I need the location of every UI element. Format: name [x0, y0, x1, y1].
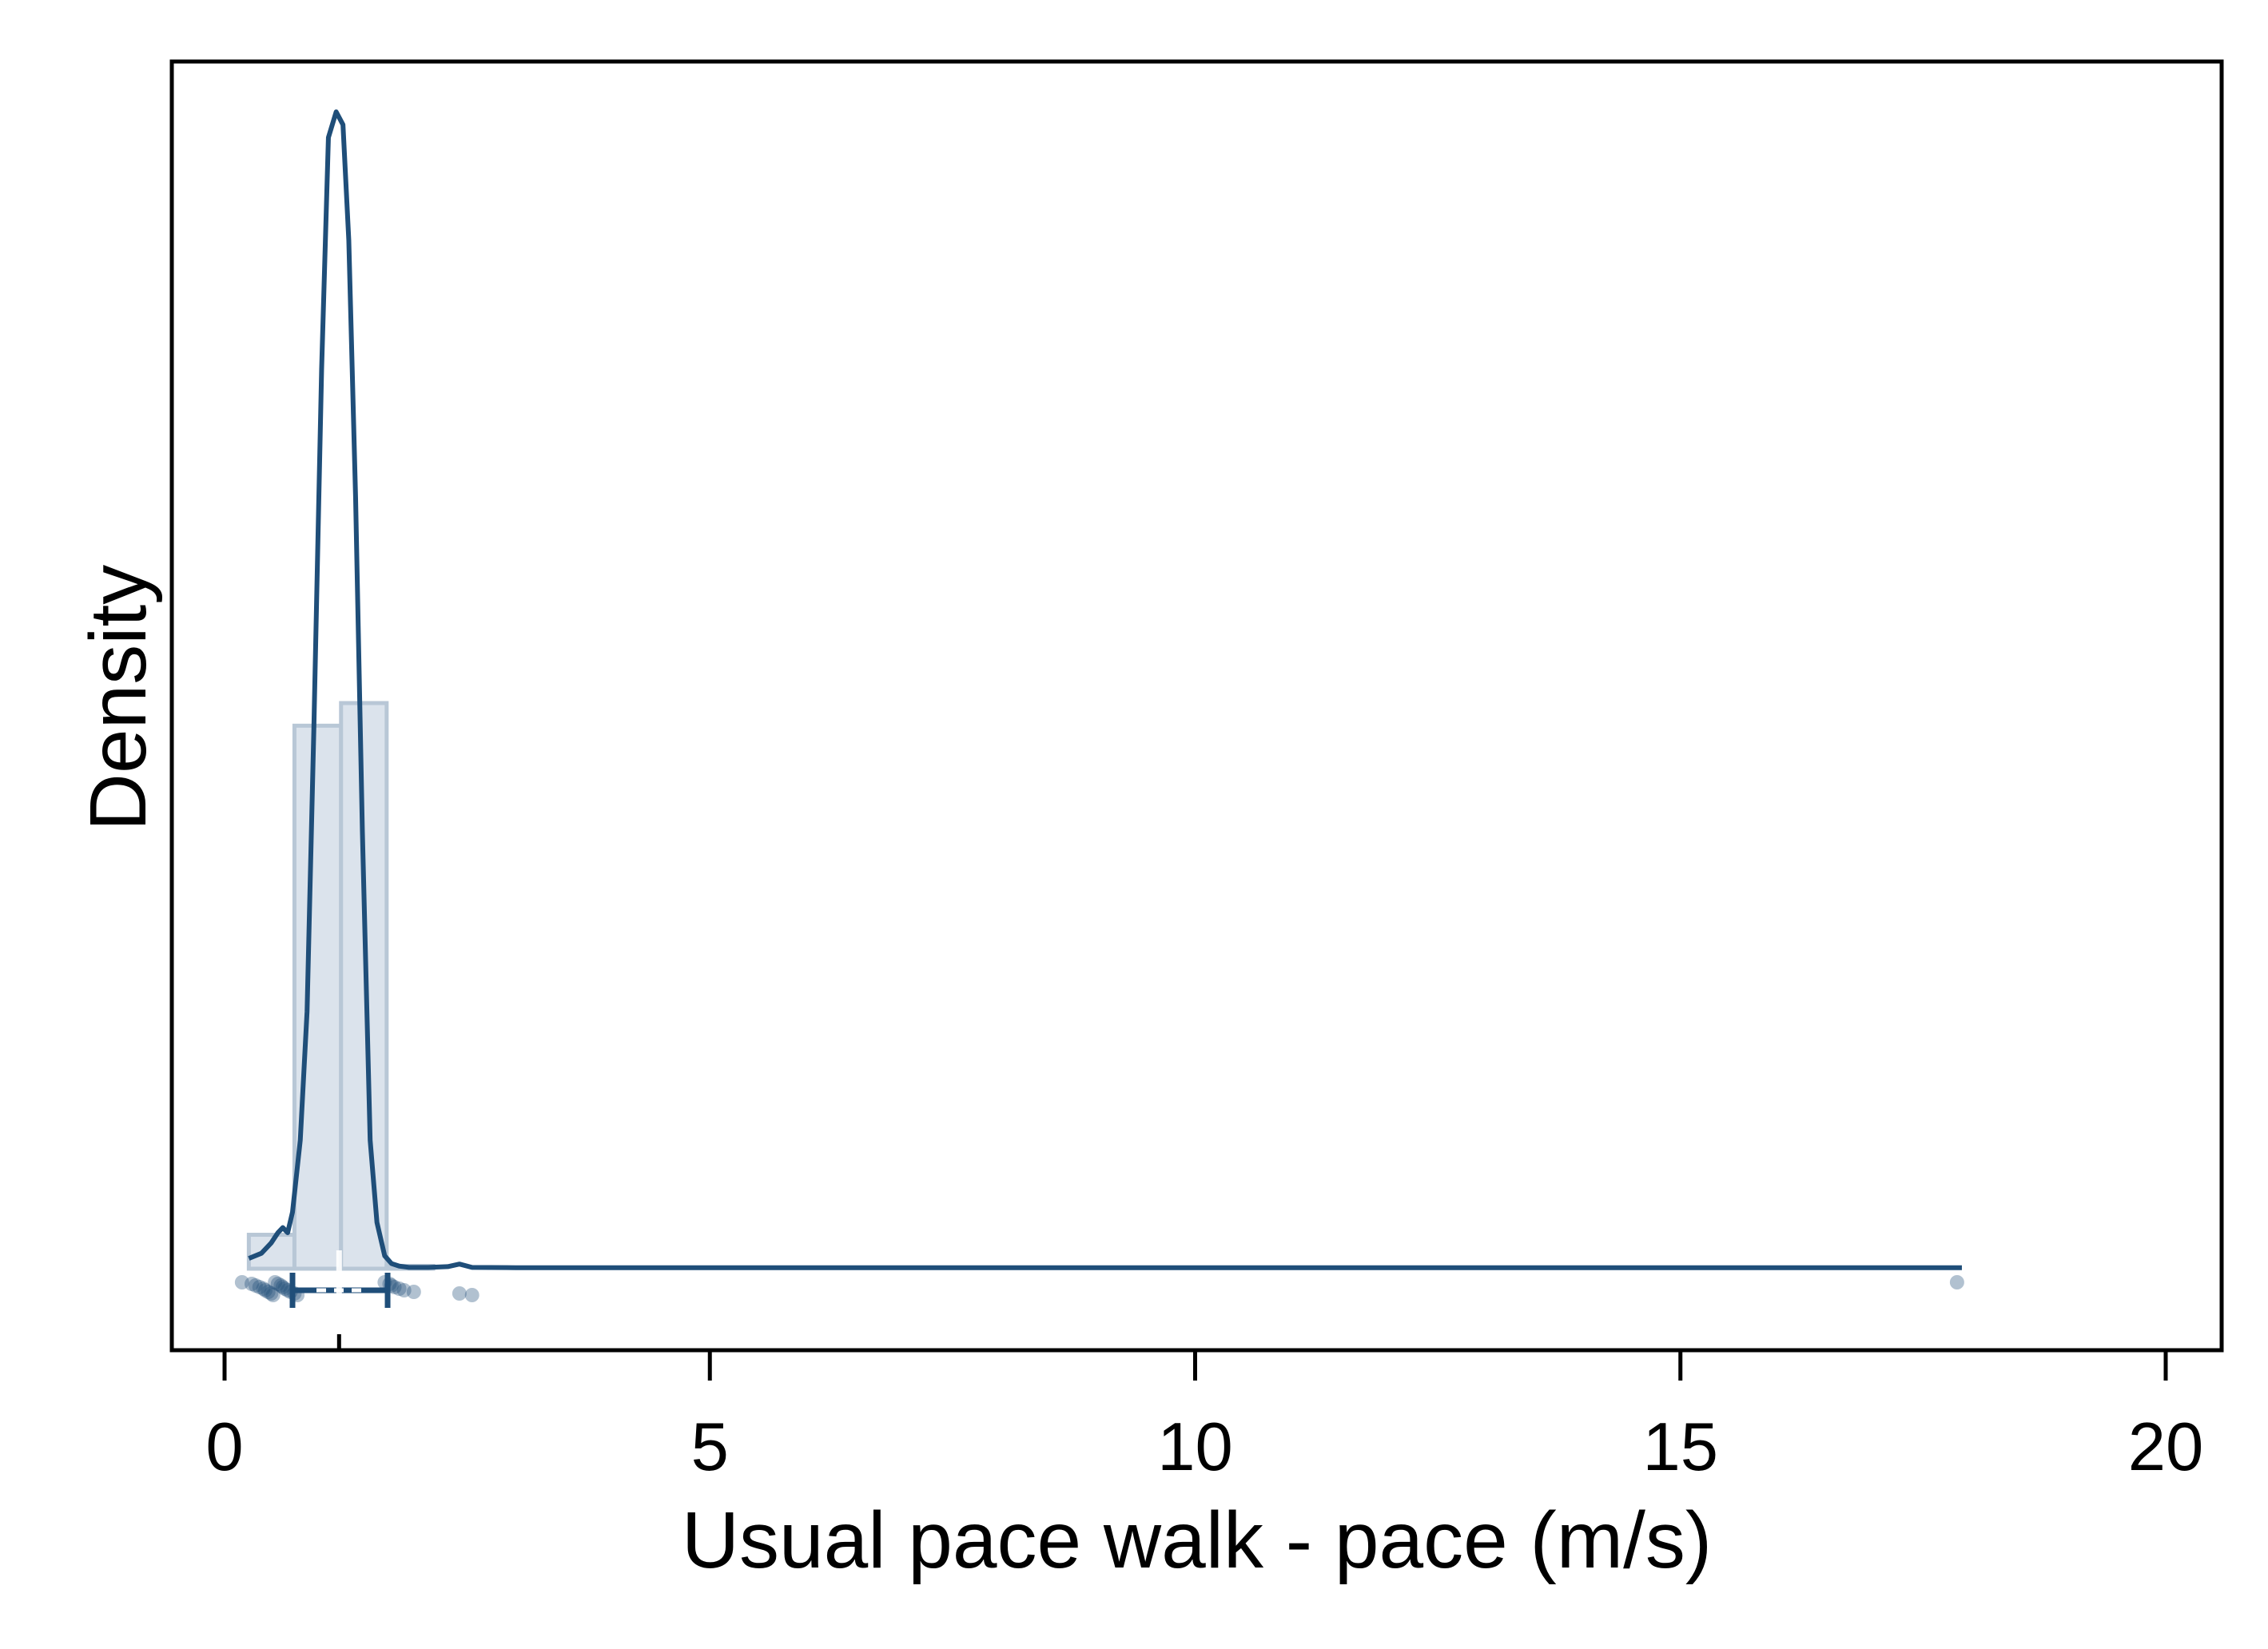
data-point — [452, 1286, 467, 1301]
data-point — [258, 1283, 273, 1297]
data-point — [1949, 1275, 1964, 1289]
data-point — [277, 1281, 292, 1296]
y-axis-title: Density — [74, 565, 163, 831]
data-point — [270, 1277, 285, 1291]
x-axis-title: Usual pace walk - pace (m/s) — [682, 1496, 1712, 1585]
data-point — [261, 1285, 276, 1299]
plot-area-frame — [169, 59, 2224, 1353]
data-point — [273, 1278, 288, 1293]
data-point — [265, 1288, 281, 1302]
x-tick-label: 10 — [1157, 1409, 1233, 1485]
data-point — [268, 1275, 283, 1289]
data-point — [275, 1280, 290, 1294]
density-curve-line — [248, 109, 1962, 1270]
x-axis-ticks: 0 5 10 15 20 — [205, 1334, 2203, 1485]
x-tick-label: 5 — [691, 1409, 729, 1485]
data-point — [264, 1286, 279, 1301]
data-point — [392, 1281, 407, 1296]
data-point — [464, 1288, 479, 1302]
data-point — [248, 1278, 263, 1293]
histogram-bars — [246, 701, 436, 1271]
x-tick-label: 15 — [1642, 1409, 1718, 1485]
data-point — [234, 1275, 249, 1289]
histogram-bar-2 — [292, 723, 344, 1271]
data-point — [245, 1277, 260, 1291]
data-point — [406, 1285, 421, 1299]
x-tick-label: 0 — [205, 1409, 243, 1485]
x-tick-label: 20 — [2128, 1409, 2204, 1485]
box-plot — [289, 1250, 391, 1310]
data-point — [396, 1283, 412, 1297]
data-points — [234, 1275, 1964, 1302]
data-point — [387, 1280, 402, 1294]
data-point — [252, 1280, 267, 1294]
data-point — [256, 1281, 271, 1296]
